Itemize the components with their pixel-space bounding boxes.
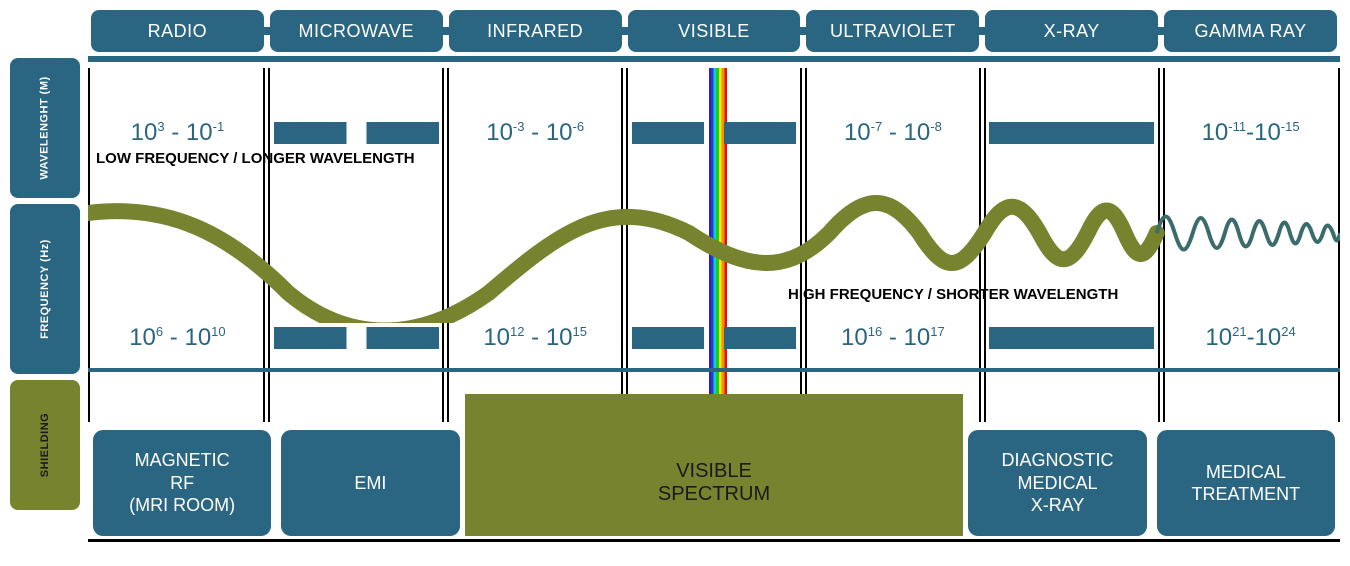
frequency-bar bbox=[267, 313, 446, 363]
shielding-medical: MEDICALTREATMENT bbox=[1157, 430, 1335, 536]
header-underline bbox=[88, 56, 1340, 62]
shielding-row: MAGNETICRF(MRI ROOM) EMI VISIBLESPECTRUM… bbox=[88, 430, 1340, 536]
band-label: GAMMA RAY bbox=[1194, 21, 1306, 42]
annotation-high-freq: HIGH FREQUENCY / SHORTER WAVELENGTH bbox=[788, 286, 1118, 303]
band-label: INFRARED bbox=[487, 21, 583, 42]
left-axis-labels: WAVELENGHT (M) FREQUENCY (Hz) SHIELDING bbox=[10, 10, 80, 556]
band-label: VISIBLE bbox=[678, 21, 750, 42]
frequency-radio: 106 - 1010 bbox=[88, 313, 267, 363]
band-infrared: INFRARED bbox=[449, 10, 622, 52]
shielding-axis-label: SHIELDING bbox=[10, 380, 80, 510]
wavelength-label-text: WAVELENGHT (M) bbox=[39, 76, 51, 179]
wavelength-uv: 10-7 - 10-8 bbox=[803, 108, 982, 158]
band-visible: VISIBLE bbox=[628, 10, 801, 52]
frequency-uv: 1016 - 1017 bbox=[803, 313, 982, 363]
bottom-axis-line bbox=[88, 539, 1340, 542]
band-label: RADIO bbox=[148, 21, 208, 42]
wavelength-bar bbox=[625, 108, 804, 158]
shielding-label: MEDICALTREATMENT bbox=[1192, 461, 1301, 506]
annotation-low-freq: LOW FREQUENCY / LONGER WAVELENGTH bbox=[96, 150, 415, 167]
wavelength-bar bbox=[982, 108, 1161, 158]
frequency-infrared: 1012 - 1015 bbox=[446, 313, 625, 363]
frequency-bar bbox=[625, 313, 804, 363]
visible-spectrum-label: VISIBLESPECTRUM bbox=[658, 460, 770, 506]
mid-content: 103 - 10-1 10-3 - 10-6 10-7 - 10-8 10-11… bbox=[88, 68, 1340, 556]
em-spectrum-diagram: WAVELENGHT (M) FREQUENCY (Hz) SHIELDING … bbox=[10, 10, 1340, 556]
main-chart-area: RADIO MICROWAVE INFRARED VISIBLE ULTRAVI… bbox=[88, 10, 1340, 556]
shielding-label: EMI bbox=[354, 472, 386, 495]
shielding-label: MAGNETICRF(MRI ROOM) bbox=[129, 449, 235, 517]
wavelength-axis-label: WAVELENGHT (M) bbox=[10, 58, 80, 198]
band-gammaray: GAMMA RAY bbox=[1164, 10, 1337, 52]
shielding-xray: DIAGNOSTICMEDICALX-RAY bbox=[968, 430, 1146, 536]
frequency-bar bbox=[982, 313, 1161, 363]
frequency-axis-label: FREQUENCY (Hz) bbox=[10, 204, 80, 374]
wavelength-infrared: 10-3 - 10-6 bbox=[446, 108, 625, 158]
frequency-underline bbox=[88, 368, 1340, 372]
band-label: ULTRAVIOLET bbox=[830, 21, 956, 42]
frequency-label-text: FREQUENCY (Hz) bbox=[39, 239, 51, 339]
frequency-gamma: 1021-1024 bbox=[1161, 313, 1340, 363]
band-radio: RADIO bbox=[91, 10, 264, 52]
band-microwave: MICROWAVE bbox=[270, 10, 443, 52]
shielding-label-text: SHIELDING bbox=[39, 413, 51, 477]
band-label: MICROWAVE bbox=[299, 21, 415, 42]
band-header-row: RADIO MICROWAVE INFRARED VISIBLE ULTRAVI… bbox=[88, 10, 1340, 52]
shielding-emi: EMI bbox=[281, 430, 459, 536]
band-xray: X-RAY bbox=[985, 10, 1158, 52]
band-label: X-RAY bbox=[1044, 21, 1100, 42]
wavelength-gamma: 10-11-10-15 bbox=[1161, 108, 1340, 158]
shielding-label: DIAGNOSTICMEDICALX-RAY bbox=[1002, 449, 1114, 517]
shielding-mri: MAGNETICRF(MRI ROOM) bbox=[93, 430, 271, 536]
band-ultraviolet: ULTRAVIOLET bbox=[806, 10, 979, 52]
frequency-values-row: 106 - 1010 1012 - 1015 1016 - 1017 1021-… bbox=[88, 313, 1340, 363]
visible-spectrum-block: VISIBLESPECTRUM bbox=[465, 430, 964, 536]
